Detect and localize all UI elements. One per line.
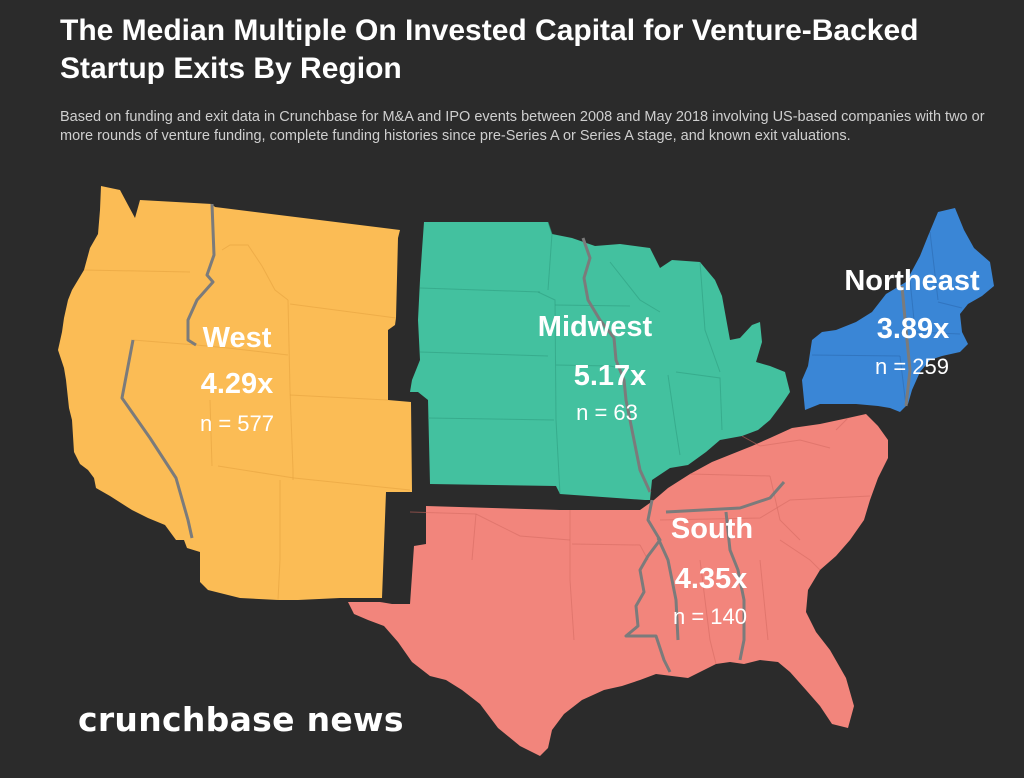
region-midwest-count: n = 63: [576, 400, 638, 425]
region-northeast-label: Northeast: [844, 265, 980, 297]
region-south-count: n = 140: [673, 604, 747, 629]
region-northeast-count: n = 259: [875, 354, 949, 379]
region-west-count: n = 577: [200, 411, 274, 436]
region-northeast: Northeast 3.89x n = 259: [802, 208, 994, 412]
region-midwest: Midwest 5.17x n = 63: [410, 221, 790, 500]
region-south-shape: [348, 414, 888, 756]
region-midwest-label: Midwest: [538, 311, 653, 343]
region-west-multiple: 4.29x: [201, 368, 274, 400]
region-south: South 4.35x n = 140: [348, 414, 888, 756]
region-west-label: West: [203, 322, 272, 354]
region-midwest-multiple: 5.17x: [574, 360, 647, 392]
region-south-label: South: [671, 513, 753, 545]
region-northeast-multiple: 3.89x: [877, 313, 950, 345]
page-title: The Median Multiple On Invested Capital …: [60, 14, 919, 85]
region-west: West 4.29x n = 577: [58, 186, 412, 601]
crunchbase-news-logo: crunchbase news: [78, 700, 404, 739]
region-south-multiple: 4.35x: [675, 563, 748, 595]
page-subtitle: Based on funding and exit data in Crunch…: [60, 109, 985, 144]
region-west-shape: [58, 186, 412, 600]
region-northeast-shape: [802, 208, 994, 412]
region-midwest-shape: [410, 222, 790, 500]
